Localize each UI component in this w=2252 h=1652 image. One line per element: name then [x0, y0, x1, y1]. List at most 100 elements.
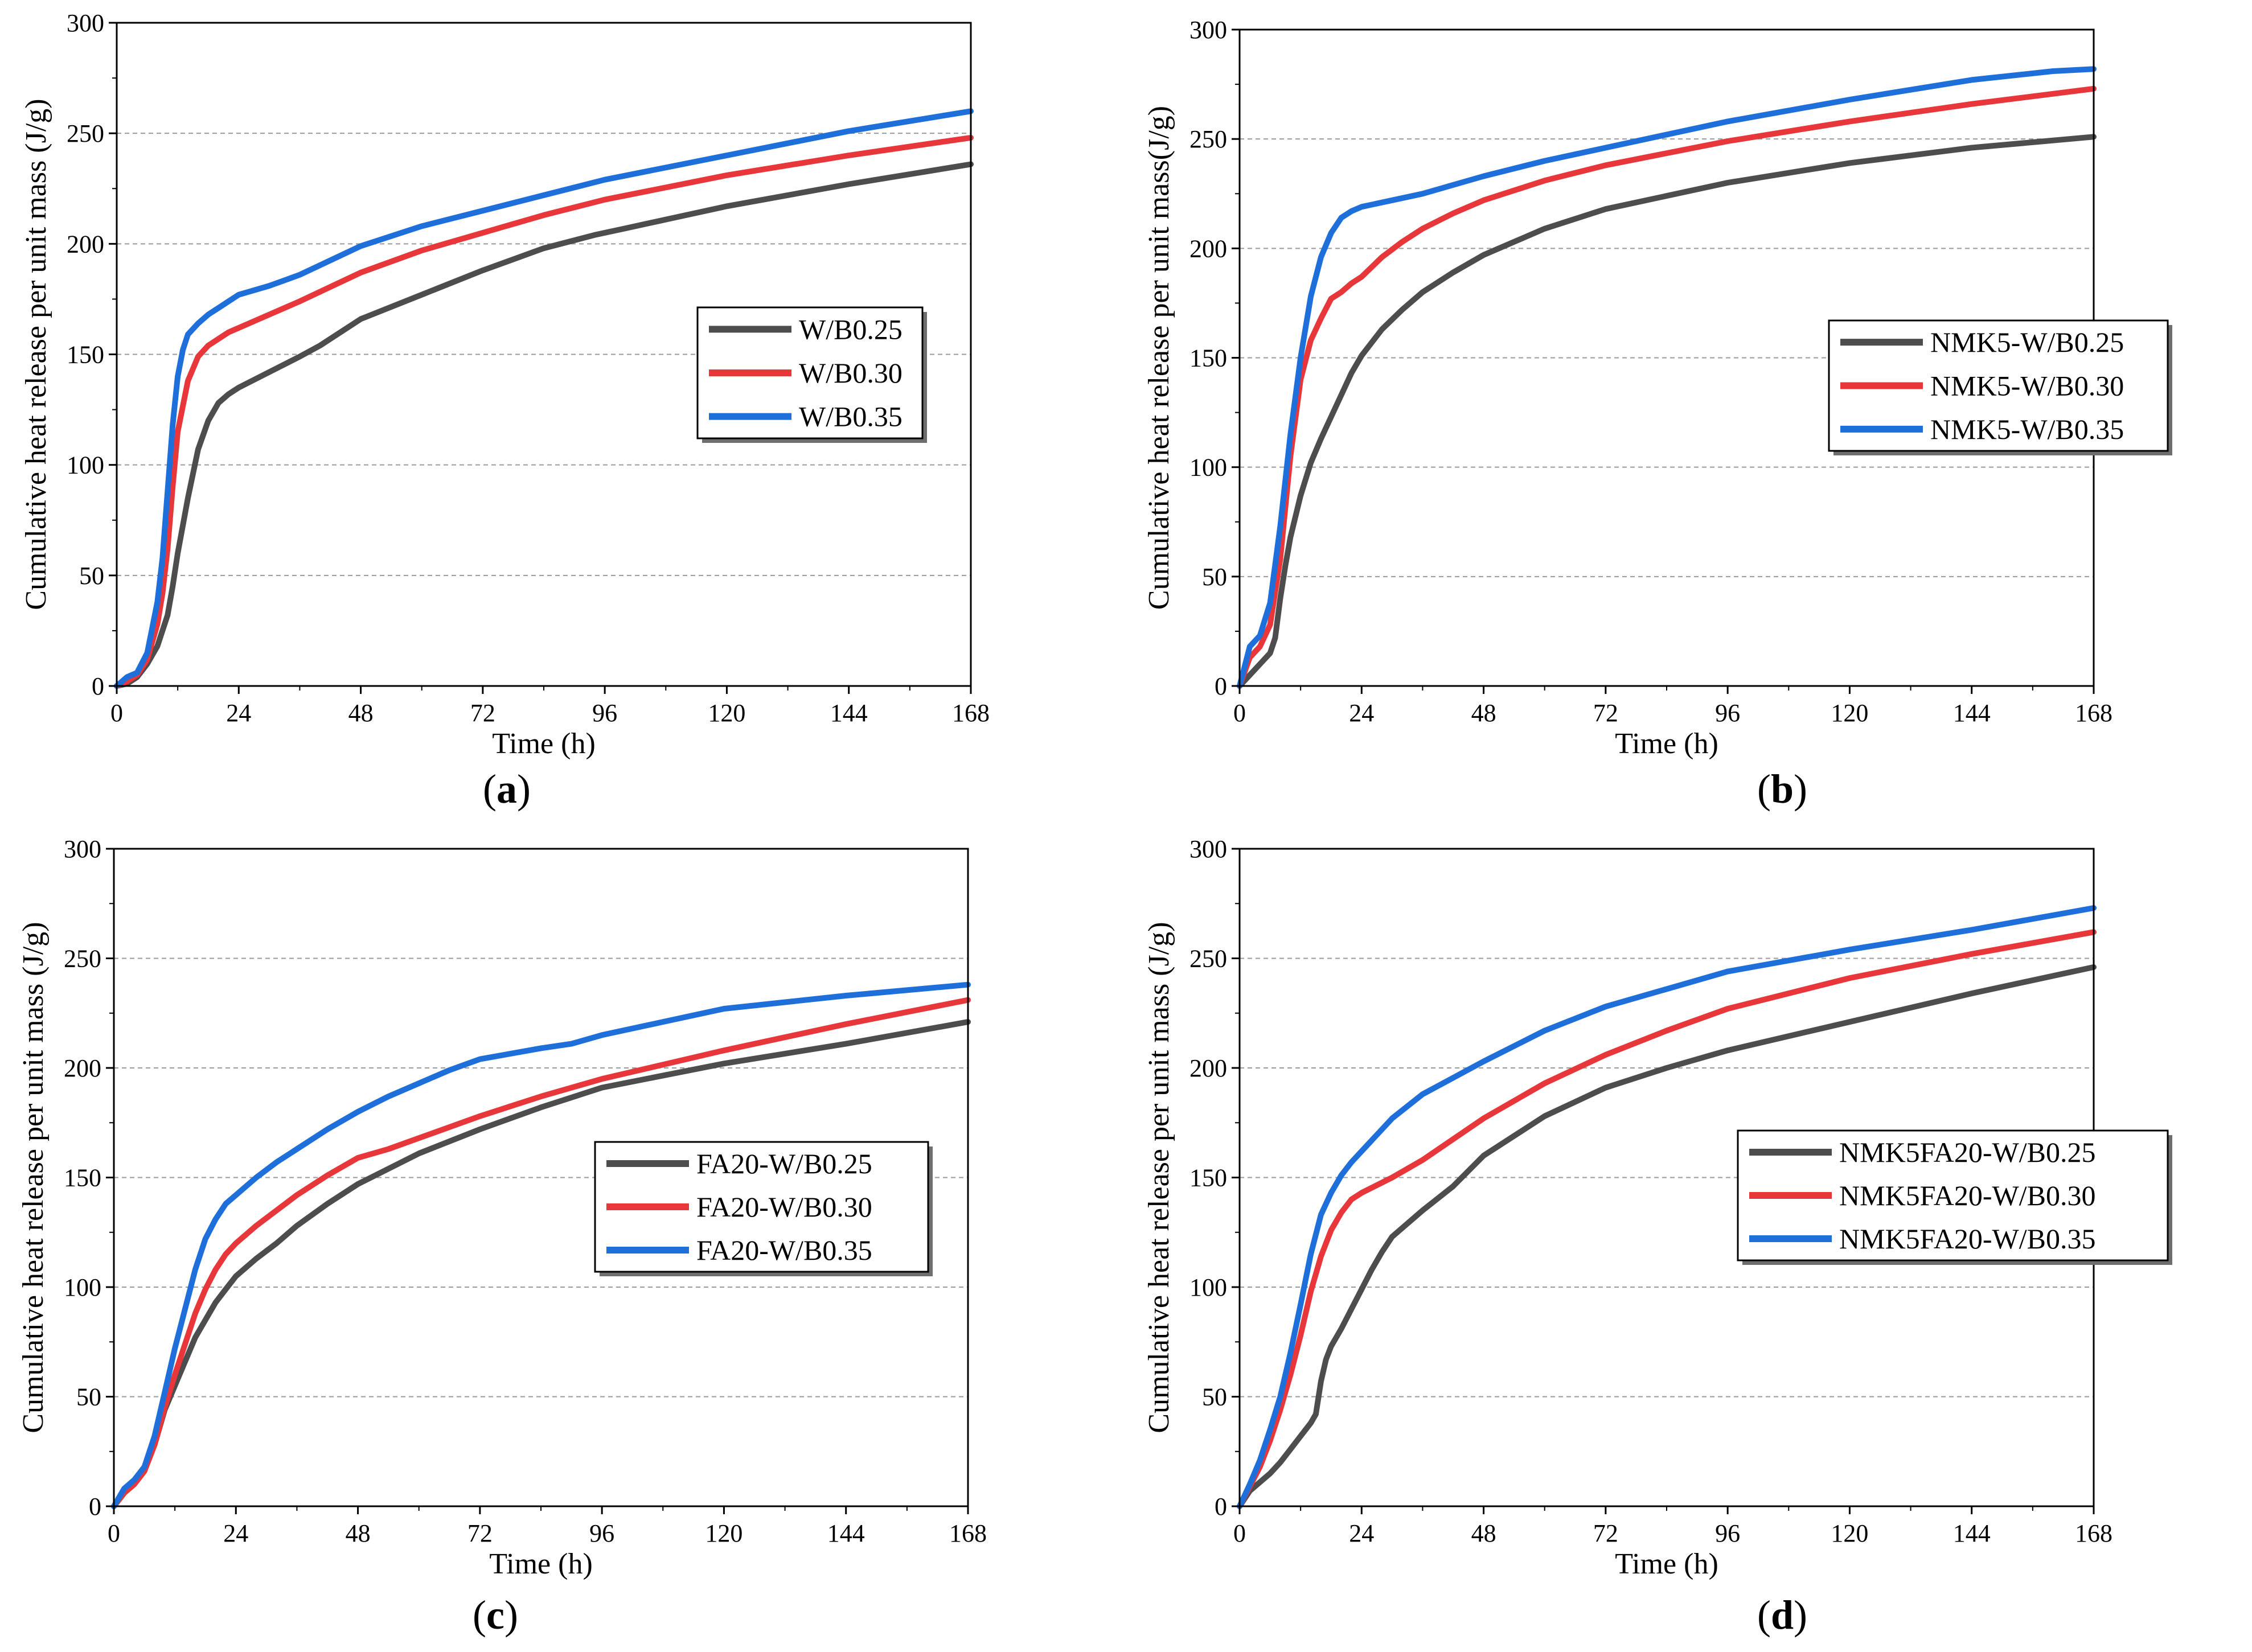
x-tick-label: 144: [1953, 699, 1991, 727]
y-tick-label: 300: [1189, 16, 1227, 44]
x-tick-label: 96: [1715, 699, 1740, 727]
series-line-2: [1237, 929, 2097, 1509]
x-tick-label: 120: [1831, 699, 1868, 727]
x-tick-label: 168: [2075, 1519, 2112, 1547]
y-axis-label: Cumulative heat release per unit mass (J…: [20, 98, 52, 610]
x-tick-label: 24: [226, 699, 251, 727]
series-line-1: [1237, 964, 2097, 1509]
chart-d: 0 24 48 72 96 120 144 168 0 50 100 150 200 250 300 Time…: [1143, 835, 2172, 1580]
x-tick-label: 72: [1593, 699, 1618, 727]
y-tick-label: 100: [1189, 1273, 1227, 1301]
legend-label-3: NMK5-W/B0.35: [1930, 413, 2124, 445]
series-line-3: [1237, 66, 2097, 689]
panel-c: 0 24 48 72 96 120 144 168 0 50 100 150 200 250 300 Time…: [0, 826, 1126, 1652]
y-tick-label: 200: [67, 230, 104, 258]
x-tick-label: 144: [1953, 1519, 1991, 1547]
x-tick-label: 96: [1715, 1519, 1740, 1547]
y-tick-label: 300: [64, 835, 101, 863]
series-line-2: [1237, 85, 2097, 689]
y-tick-label: 300: [1189, 835, 1227, 863]
y-tick-label: 100: [64, 1273, 101, 1301]
x-tick-label: 120: [705, 1519, 743, 1547]
y-tick-label: 150: [1189, 344, 1227, 372]
series-line-3: [114, 108, 974, 689]
y-tick-label: 200: [1189, 235, 1227, 262]
chart-b: 0 24 48 72 96 120 144 168 0 50 100 150 200 250 300 Time…: [1143, 16, 2172, 760]
legend-label-1: NMK5FA20-W/B0.25: [1839, 1136, 2095, 1168]
y-tick-label: 200: [1189, 1054, 1227, 1082]
panel-d: 0 24 48 72 96 120 144 168 0 50 100 150 200 250 300 Time…: [1126, 826, 2251, 1652]
legend-label-3: FA20-W/B0.35: [696, 1234, 872, 1266]
series-line-1: [1237, 134, 2097, 689]
legend-label-3: NMK5FA20-W/B0.35: [1839, 1223, 2095, 1255]
legend-label-2: NMK5-W/B0.30: [1930, 370, 2124, 402]
x-tick-label: 24: [1349, 1519, 1374, 1547]
x-tick-label: 72: [470, 699, 495, 727]
y-tick-label: 50: [79, 562, 104, 590]
x-tick-label: 168: [2075, 699, 2112, 727]
y-tick-label: 50: [1202, 563, 1227, 591]
y-tick-label: 50: [76, 1383, 101, 1411]
y-tick-label: 0: [1215, 1493, 1227, 1521]
legend-label-2: FA20-W/B0.30: [696, 1191, 872, 1223]
series-line-3: [1237, 905, 2097, 1509]
legend-label-3: W/B0.35: [799, 401, 903, 433]
x-tick-label: 144: [827, 1519, 865, 1547]
y-tick-label: 250: [1189, 945, 1227, 973]
y-tick-label: 0: [1215, 672, 1227, 700]
x-tick-label: 48: [348, 699, 374, 727]
y-axis-label: Cumulative heat release per unit mass (J…: [17, 922, 50, 1433]
y-tick-label: 250: [67, 120, 104, 147]
panel-label-a: (a): [483, 766, 531, 812]
x-tick-label: 168: [949, 1519, 987, 1547]
series-line-3: [111, 981, 971, 1509]
panel-label-d: (d): [1757, 1592, 1807, 1638]
y-tick-label: 50: [1202, 1383, 1227, 1411]
panel-b: 0 24 48 72 96 120 144 168 0 50 100 150 200 250 300 Time…: [1126, 0, 2251, 826]
y-tick-label: 250: [64, 945, 101, 973]
y-tick-label: 150: [67, 341, 104, 369]
x-tick-label: 0: [1233, 1519, 1246, 1547]
chart-a: 0 24 48 72 96 120 144 168 0 50 100 150 200 250 300 Time…: [20, 9, 990, 760]
x-tick-label: 0: [110, 699, 123, 727]
legend-label-1: FA20-W/B0.25: [696, 1148, 872, 1180]
series-line-2: [114, 134, 974, 689]
panel-label-c: (c): [473, 1592, 518, 1638]
y-tick-label: 0: [92, 672, 104, 700]
panel-label-b: (b): [1757, 766, 1807, 812]
y-tick-label: 200: [64, 1054, 101, 1082]
x-tick-label: 48: [1471, 1519, 1496, 1547]
y-tick-label: 150: [1189, 1164, 1227, 1192]
x-axis-label: Time (h): [492, 728, 596, 760]
y-tick-label: 150: [64, 1164, 101, 1192]
x-axis-label: Time (h): [489, 1548, 593, 1580]
y-tick-label: 0: [89, 1493, 101, 1521]
x-tick-label: 0: [1233, 699, 1246, 727]
x-tick-label: 48: [1471, 699, 1496, 727]
x-tick-label: 24: [223, 1519, 248, 1547]
x-tick-label: 0: [108, 1519, 120, 1547]
legend-label-2: NMK5FA20-W/B0.30: [1839, 1180, 2095, 1211]
x-tick-label: 120: [708, 699, 745, 727]
x-tick-label: 48: [346, 1519, 371, 1547]
legend-label-2: W/B0.30: [799, 357, 903, 389]
y-axis-label: Cumulative heat release per unit mass (J…: [1143, 922, 1175, 1433]
x-axis-label: Time (h): [1615, 1548, 1718, 1580]
x-tick-label: 96: [592, 699, 617, 727]
x-tick-label: 96: [589, 1519, 614, 1547]
x-tick-label: 72: [467, 1519, 493, 1547]
x-tick-label: 24: [1349, 699, 1374, 727]
legend-label-1: NMK5-W/B0.25: [1930, 326, 2124, 358]
y-tick-label: 100: [67, 451, 104, 479]
legend-label-1: W/B0.25: [799, 313, 903, 345]
y-tick-label: 300: [67, 9, 104, 37]
x-axis-label: Time (h): [1615, 728, 1718, 760]
chart-c: 0 24 48 72 96 120 144 168 0 50 100 150 200 250 300 Time…: [17, 835, 987, 1580]
y-axis-label: Cumulative heat release per unit mass(J/…: [1143, 106, 1175, 610]
x-tick-label: 120: [1831, 1519, 1868, 1547]
x-tick-label: 144: [830, 699, 868, 727]
x-tick-label: 72: [1593, 1519, 1618, 1547]
x-tick-label: 168: [952, 699, 990, 727]
y-tick-label: 100: [1189, 454, 1227, 482]
panel-a: 0 24 48 72 96 120 144 168 0 50 100 150 200 250 300 Time…: [0, 0, 1126, 826]
